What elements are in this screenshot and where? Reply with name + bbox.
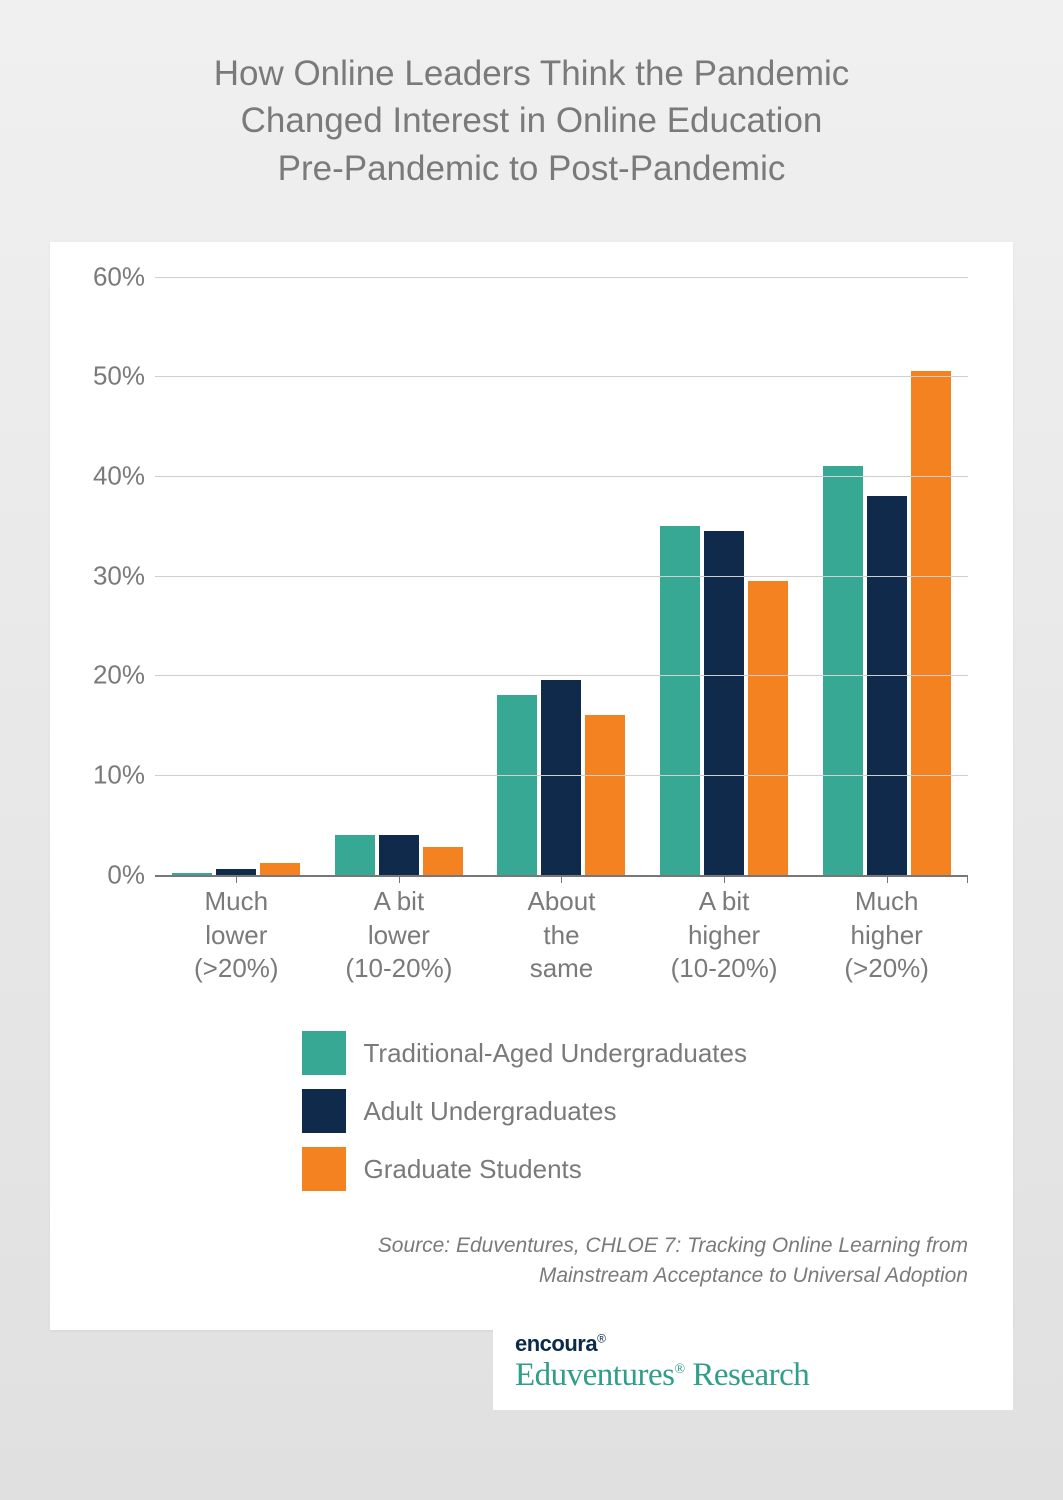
bar bbox=[172, 873, 212, 875]
bar bbox=[911, 371, 951, 874]
x-axis-label: A bithigher(10-20%) bbox=[643, 885, 806, 986]
source-citation: Source: Eduventures, CHLOE 7: Tracking O… bbox=[85, 1231, 978, 1290]
y-axis-label: 60% bbox=[85, 261, 145, 292]
y-axis-label: 30% bbox=[85, 560, 145, 591]
legend-label: Adult Undergraduates bbox=[364, 1096, 617, 1127]
x-axis-label: Aboutthesame bbox=[480, 885, 643, 986]
gridline bbox=[155, 775, 968, 776]
gridline bbox=[155, 277, 968, 278]
title-line: Pre-Pandemic to Post-Pandemic bbox=[278, 149, 786, 188]
plot: 0%10%20%30%40%50%60% bbox=[155, 277, 968, 877]
y-axis-label: 10% bbox=[85, 760, 145, 791]
bar bbox=[660, 526, 700, 875]
bar bbox=[541, 680, 581, 874]
brand-encoura: encoura® bbox=[515, 1331, 991, 1357]
gridline bbox=[155, 376, 968, 377]
gridline bbox=[155, 675, 968, 676]
x-tick bbox=[399, 875, 400, 883]
bar bbox=[823, 466, 863, 875]
x-tick bbox=[561, 875, 562, 883]
registered-mark: ® bbox=[597, 1332, 605, 1346]
x-axis-label: Muchlower(>20%) bbox=[155, 885, 318, 986]
bar bbox=[748, 581, 788, 875]
legend-label: Traditional-Aged Undergraduates bbox=[364, 1038, 748, 1069]
brand-eduventures: Eduventures® Research bbox=[515, 1357, 991, 1394]
bar bbox=[423, 847, 463, 875]
title-line: Changed Interest in Online Education bbox=[241, 101, 823, 140]
x-tick bbox=[236, 875, 237, 883]
legend-item: Traditional-Aged Undergraduates bbox=[302, 1031, 762, 1075]
legend-swatch bbox=[302, 1147, 346, 1191]
bar bbox=[704, 531, 744, 875]
legend-swatch bbox=[302, 1031, 346, 1075]
bar bbox=[335, 835, 375, 875]
y-axis-label: 50% bbox=[85, 361, 145, 392]
x-tick bbox=[887, 875, 888, 883]
x-axis-label: Muchhigher(>20%) bbox=[805, 885, 968, 986]
bar bbox=[379, 835, 419, 875]
brand-box: encoura® Eduventures® Research bbox=[493, 1317, 1013, 1410]
y-axis-label: 20% bbox=[85, 660, 145, 691]
legend-label: Graduate Students bbox=[364, 1154, 582, 1185]
bar bbox=[260, 863, 300, 875]
source-line: Mainstream Acceptance to Universal Adopt… bbox=[539, 1264, 968, 1287]
legend-item: Graduate Students bbox=[302, 1147, 762, 1191]
x-axis-labels: Muchlower(>20%)A bitlower(10-20%)Aboutth… bbox=[155, 885, 968, 986]
legend-item: Adult Undergraduates bbox=[302, 1089, 762, 1133]
bar bbox=[497, 695, 537, 874]
bar bbox=[867, 496, 907, 875]
x-axis-label: A bitlower(10-20%) bbox=[318, 885, 481, 986]
legend: Traditional-Aged Undergraduates Adult Und… bbox=[85, 1031, 978, 1191]
bar bbox=[585, 715, 625, 874]
registered-mark: ® bbox=[674, 1362, 684, 1377]
chart-title: How Online Leaders Think the Pandemic Ch… bbox=[50, 50, 1013, 192]
chart-area: 0%10%20%30%40%50%60% bbox=[155, 277, 968, 877]
gridline bbox=[155, 576, 968, 577]
legend-swatch bbox=[302, 1089, 346, 1133]
x-tick bbox=[724, 875, 725, 883]
chart-card: 0%10%20%30%40%50%60% Muchlower(>20%)A bi… bbox=[50, 242, 1013, 1330]
gridline bbox=[155, 476, 968, 477]
source-line: Source: Eduventures, CHLOE 7: Tracking O… bbox=[378, 1234, 968, 1257]
title-line: How Online Leaders Think the Pandemic bbox=[214, 54, 850, 93]
y-axis-label: 0% bbox=[85, 859, 145, 890]
y-axis-label: 40% bbox=[85, 461, 145, 492]
x-tick bbox=[967, 875, 968, 883]
